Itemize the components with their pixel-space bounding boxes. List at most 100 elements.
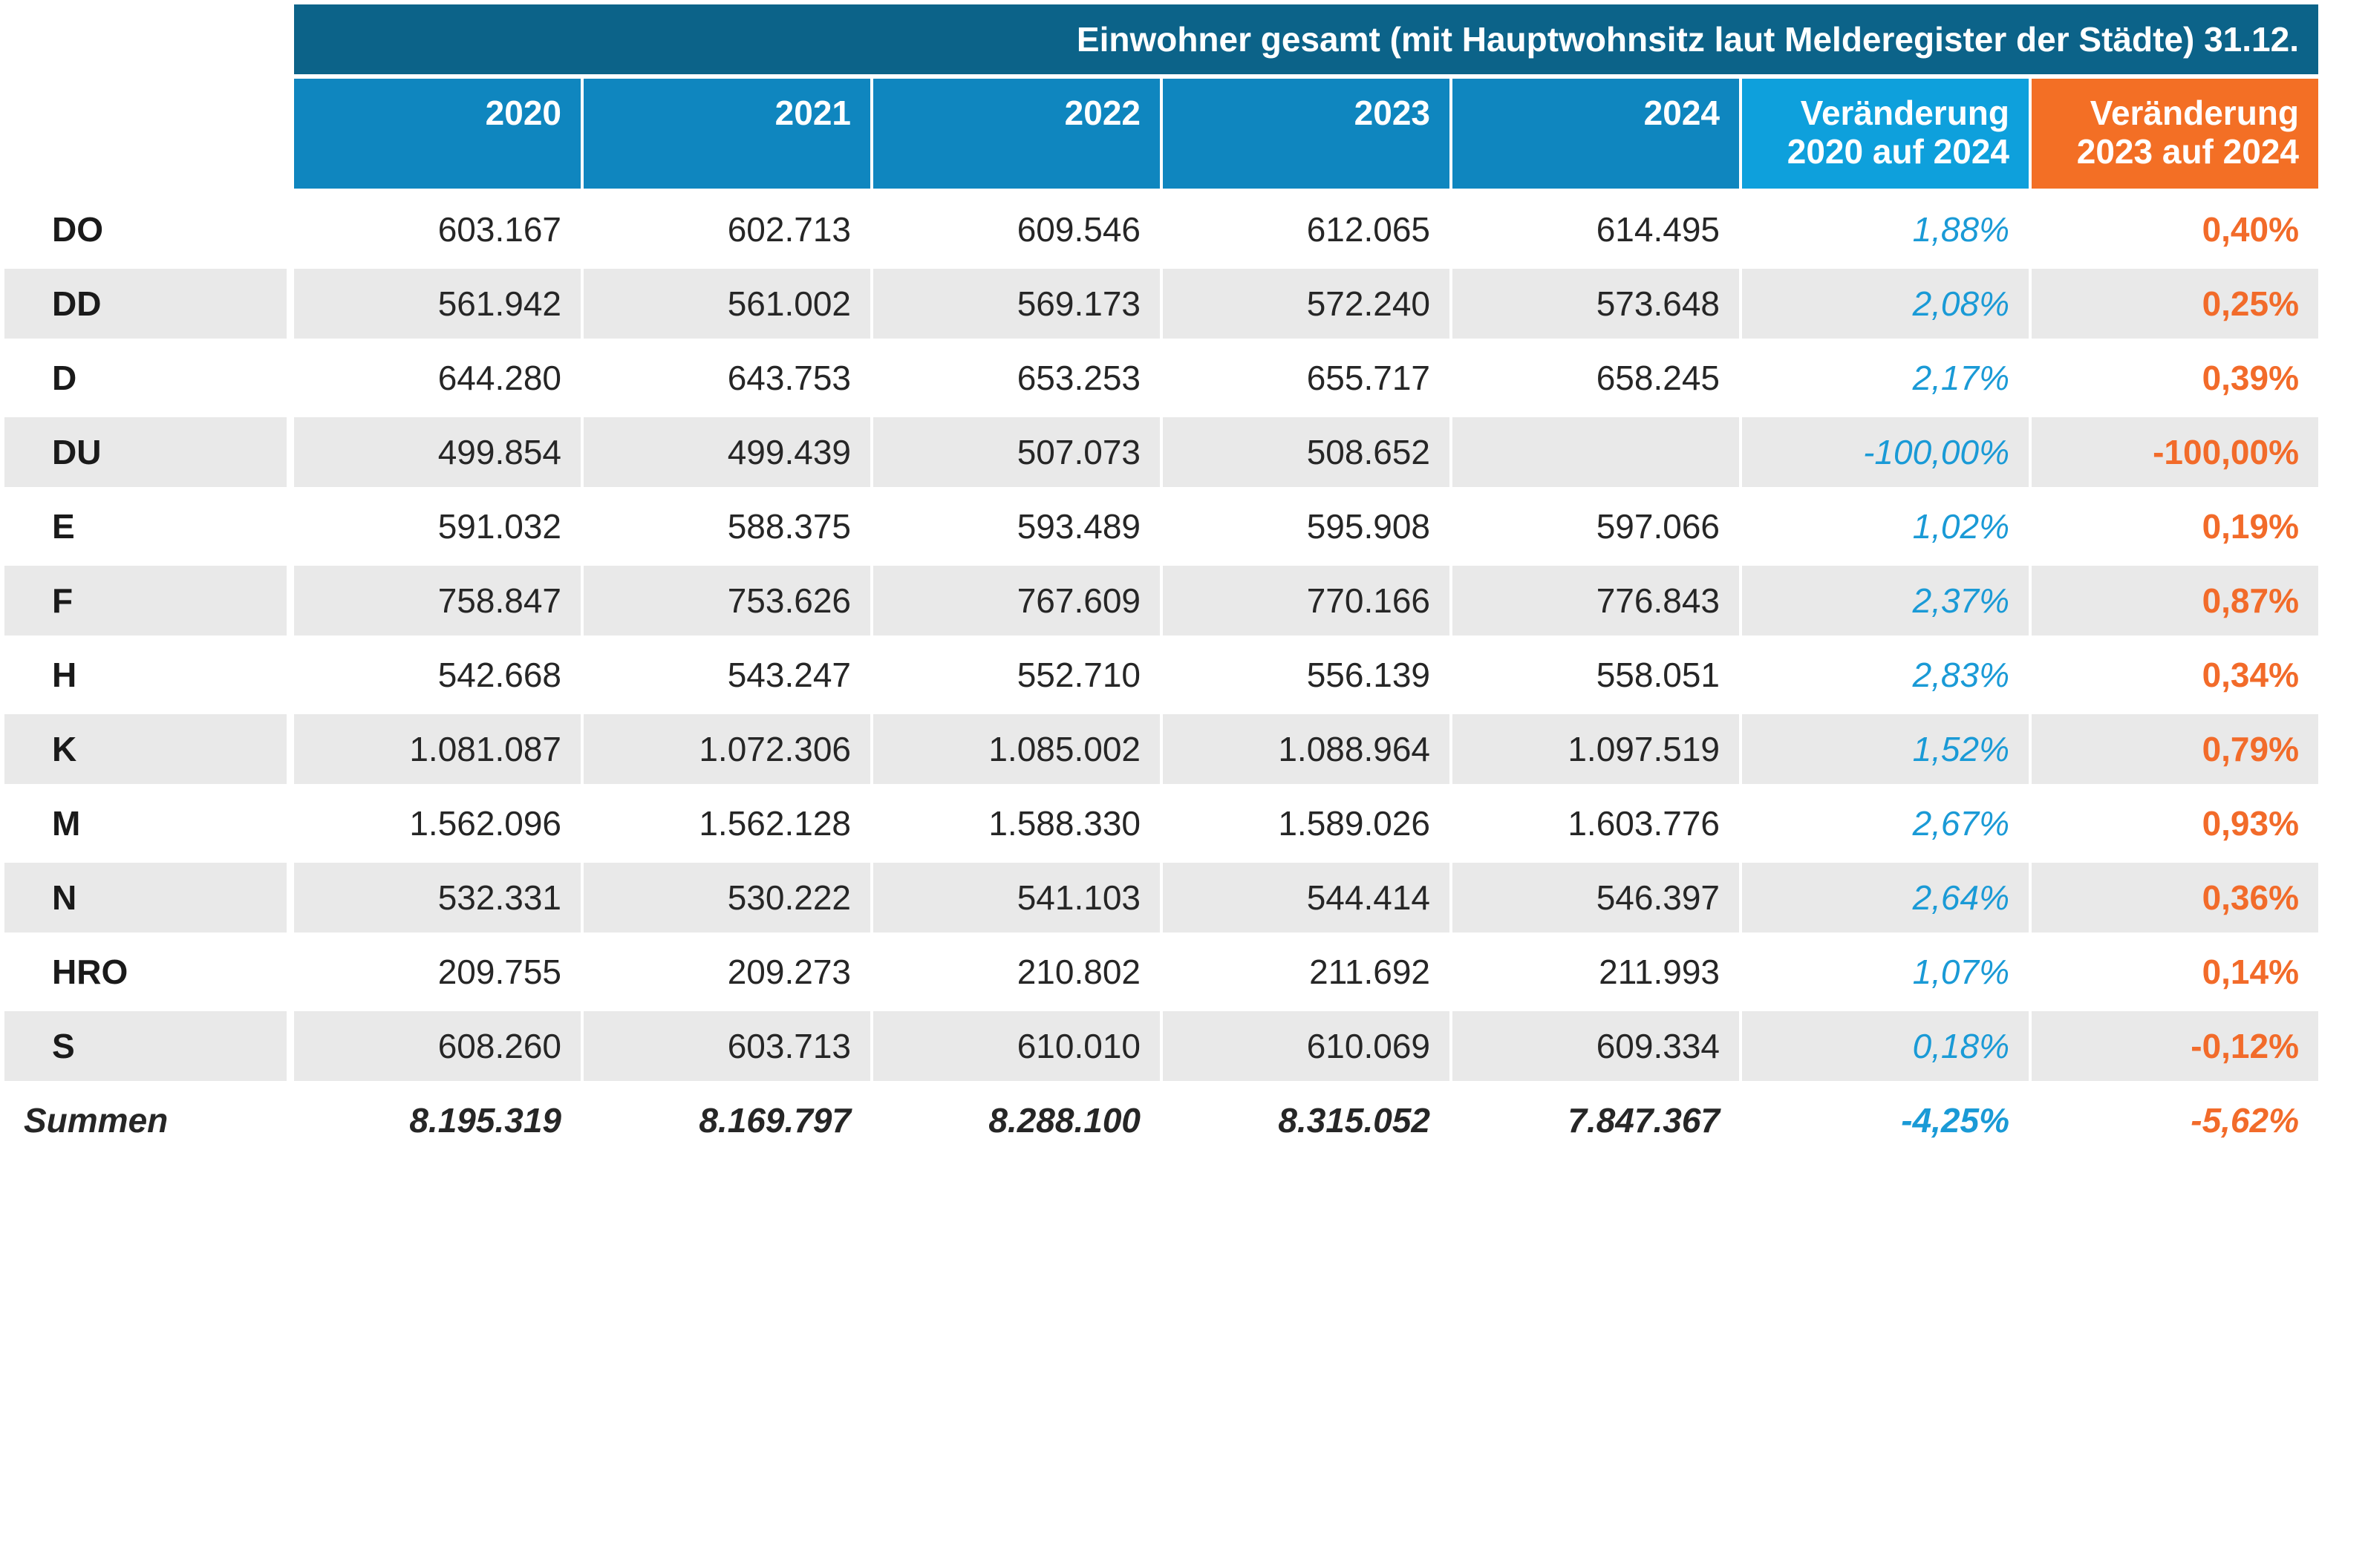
table-cell: 561.942	[294, 269, 581, 339]
table-cell: 572.240	[1163, 269, 1449, 339]
table-cell: 595.908	[1306, 507, 1430, 546]
row-label: E	[52, 507, 75, 546]
table-cell: 609.546	[1017, 210, 1141, 249]
totals-cell: -4,25%	[1901, 1101, 2009, 1140]
table-cell: 209.273	[727, 953, 851, 991]
row-label: DU	[4, 417, 287, 487]
table-cell: 532.331	[294, 863, 581, 932]
table-cell: 2,83%	[1912, 656, 2009, 694]
table-cell: 609.334	[1452, 1011, 1739, 1081]
table-cell: 1.588.330	[988, 804, 1141, 843]
table-cell: 776.843	[1452, 566, 1739, 636]
table-cell: 597.066	[1596, 507, 1720, 546]
column-header-line: 2020	[485, 94, 561, 132]
table-cell: 1,88%	[1912, 210, 2009, 249]
table-cell: 0,19%	[2202, 507, 2299, 546]
table-cell: 1.562.096	[409, 804, 561, 843]
table-cell: 546.397	[1452, 863, 1739, 932]
table-cell: 1.097.519	[1452, 714, 1739, 784]
table-cell: 2,37%	[1742, 566, 2029, 636]
table-cell: 508.652	[1163, 417, 1449, 487]
table-title: Einwohner gesamt (mit Hauptwohnsitz laut…	[294, 4, 2318, 74]
column-header-3: 2022	[873, 79, 1160, 189]
table-cell: 1,07%	[1912, 953, 2009, 991]
table-cell: 1.088.964	[1163, 714, 1449, 784]
row-label: M	[52, 804, 81, 843]
row-label: DO	[52, 210, 103, 249]
table-cell: 542.668	[437, 656, 561, 694]
table-cell: 655.717	[1306, 359, 1430, 397]
table-cell: 1.589.026	[1278, 804, 1430, 843]
table-cell: 573.648	[1452, 269, 1739, 339]
table-cell: 2,17%	[1912, 359, 2009, 397]
row-label: DD	[4, 269, 287, 339]
totals-cell: 8.315.052	[1278, 1101, 1430, 1140]
table-cell: 211.692	[1309, 953, 1430, 991]
column-header-line: Veränderung	[1800, 94, 2009, 132]
table-cell: 561.002	[584, 269, 870, 339]
table-cell: 602.713	[727, 210, 851, 249]
table-cell: 0,18%	[1742, 1011, 2029, 1081]
column-header-7: Veränderung 2023 auf 2024	[2032, 79, 2318, 189]
table-cell: 552.710	[1017, 656, 1141, 694]
table-cell: 603.713	[584, 1011, 870, 1081]
table-cell: 643.753	[727, 359, 851, 397]
column-header-line: 2024	[1643, 94, 1720, 132]
table-cell: 2,08%	[1742, 269, 2029, 339]
row-label: K	[4, 714, 287, 784]
totals-cell: -5,62%	[2191, 1101, 2299, 1140]
column-header-4: 2023	[1163, 79, 1449, 189]
table-cell: 499.854	[294, 417, 581, 487]
row-label: N	[4, 863, 287, 932]
table-cell: 767.609	[873, 566, 1160, 636]
table-cell: 499.439	[584, 417, 870, 487]
table-cell: 569.173	[873, 269, 1160, 339]
table-cell: 610.010	[873, 1011, 1160, 1081]
table-cell: 507.073	[873, 417, 1160, 487]
totals-label: Summen	[24, 1101, 169, 1140]
column-header-line: 2023	[1354, 94, 1430, 132]
table-cell: 210.802	[1017, 953, 1141, 991]
table-cell: 0,36%	[2032, 863, 2318, 932]
table-cell: 209.755	[437, 953, 561, 991]
table-cell: 0,93%	[2202, 804, 2299, 843]
table-cell: 2,67%	[1912, 804, 2009, 843]
table-cell: 612.065	[1306, 210, 1430, 249]
column-header-line: 2021	[774, 94, 851, 132]
table-cell: 544.414	[1163, 863, 1449, 932]
table-cell: 0,25%	[2032, 269, 2318, 339]
table-cell: 1,02%	[1912, 507, 2009, 546]
column-header-line: 2022	[1064, 94, 1141, 132]
table-cell: 753.626	[584, 566, 870, 636]
table-cell: 591.032	[437, 507, 561, 546]
table-cell: 608.260	[294, 1011, 581, 1081]
table-cell: 0,34%	[2202, 656, 2299, 694]
table-cell: 1,52%	[1742, 714, 2029, 784]
column-header-2: 2021	[584, 79, 870, 189]
table-cell: 603.167	[437, 210, 561, 249]
table-cell: -100,00%	[1742, 417, 2029, 487]
row-label: S	[4, 1011, 287, 1081]
table-cell: 770.166	[1163, 566, 1449, 636]
table-cell: 558.051	[1596, 656, 1720, 694]
table-cell: 1.562.128	[699, 804, 851, 843]
row-label: F	[4, 566, 287, 636]
table-cell: 610.069	[1163, 1011, 1449, 1081]
table-cell: 2,64%	[1742, 863, 2029, 932]
table-cell: 653.253	[1017, 359, 1141, 397]
table-cell: 614.495	[1596, 210, 1720, 249]
column-header-6: Veränderung 2020 auf 2024	[1742, 79, 2029, 189]
column-header-line: 2020 auf 2024	[1787, 132, 2009, 171]
column-header-5: 2024	[1452, 79, 1739, 189]
table-cell: -0,12%	[2032, 1011, 2318, 1081]
column-header-1: 2020	[294, 79, 581, 189]
totals-cell: 8.169.797	[699, 1101, 851, 1140]
table-cell: -100,00%	[2032, 417, 2318, 487]
table-cell: 758.847	[294, 566, 581, 636]
table-cell: 1.603.776	[1568, 804, 1720, 843]
column-header-line: 2023 auf 2024	[2076, 132, 2299, 171]
table-cell: 0,87%	[2032, 566, 2318, 636]
table-cell: 541.103	[873, 863, 1160, 932]
population-table: Einwohner gesamt (mit Hauptwohnsitz laut…	[4, 4, 2366, 1145]
totals-cell: 7.847.367	[1568, 1101, 1720, 1140]
